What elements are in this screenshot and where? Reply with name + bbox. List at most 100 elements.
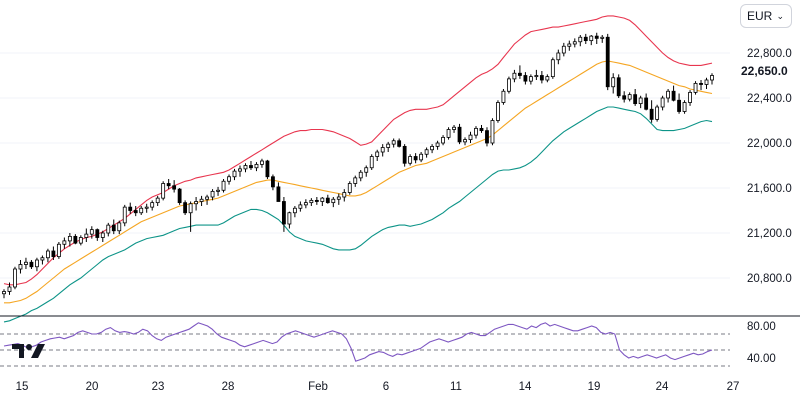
candle-body — [550, 59, 555, 78]
bollinger-bands — [3, 15, 713, 323]
candle-body — [155, 197, 160, 204]
candle-body — [452, 126, 456, 130]
candle — [666, 89, 671, 103]
candle-body — [249, 165, 253, 169]
candle — [216, 186, 220, 196]
candle — [67, 233, 72, 247]
candle — [474, 126, 478, 139]
time-tick-label: 28 — [222, 381, 235, 393]
candle-body — [177, 188, 182, 204]
candle — [172, 180, 177, 193]
candle-body — [199, 198, 204, 202]
candle — [446, 127, 451, 140]
currency-selector[interactable]: EUR ⌄ — [740, 4, 792, 28]
candle — [369, 154, 374, 170]
candle-body — [501, 90, 506, 103]
candle-body — [413, 156, 418, 161]
candle — [358, 170, 363, 182]
candle-body — [243, 165, 248, 170]
time-tick-label: 27 — [727, 381, 740, 393]
candle — [238, 165, 242, 177]
candle-body — [216, 189, 220, 192]
candle-body — [194, 201, 199, 205]
candle — [545, 74, 550, 83]
candle-body — [73, 235, 78, 244]
candle — [391, 138, 396, 148]
candle-body — [386, 143, 391, 148]
candle-body — [84, 233, 89, 238]
candle — [682, 100, 687, 114]
candle — [265, 159, 270, 179]
rsi-axis: 80.00 40.00 — [747, 321, 776, 365]
last-price-label: 22,650.0 — [741, 62, 795, 80]
candle-body — [419, 153, 424, 161]
candle — [331, 197, 336, 208]
price-tick-label: 22,800.0 — [747, 48, 792, 60]
candle — [40, 255, 45, 265]
tradingview-logo-icon[interactable] — [10, 342, 46, 360]
candle-body — [638, 97, 643, 105]
bollinger-middle-line — [4, 60, 713, 304]
candle — [29, 260, 34, 269]
candle-body — [139, 207, 144, 214]
price-tick-label: 20,800.0 — [747, 273, 792, 285]
candle-body — [24, 261, 28, 265]
candle-body — [238, 168, 242, 172]
candle — [364, 165, 369, 177]
candle-body — [188, 203, 193, 214]
candle-body — [693, 82, 698, 93]
candle — [452, 125, 456, 133]
currency-label: EUR — [747, 9, 773, 23]
candle — [260, 158, 264, 168]
candle — [89, 226, 94, 239]
candle — [249, 161, 253, 170]
candle-body — [545, 76, 550, 81]
candle — [688, 90, 692, 106]
candle — [402, 144, 407, 167]
candle-body — [287, 212, 292, 225]
candle-body — [314, 199, 319, 202]
candle-body — [78, 237, 83, 244]
candle — [139, 206, 144, 215]
candle-body — [463, 139, 467, 143]
candle — [633, 89, 638, 106]
candle-body — [150, 202, 155, 208]
candle-body — [62, 240, 67, 245]
candle — [550, 57, 555, 79]
candle-body — [265, 160, 270, 178]
candle — [435, 140, 440, 150]
candle-body — [518, 72, 522, 76]
time-axis: 15 20 23 28 Feb 6 11 14 19 24 27 — [16, 381, 740, 393]
candle-body — [677, 99, 681, 112]
candle — [512, 69, 517, 83]
candle-body — [567, 43, 572, 47]
candle — [567, 40, 572, 51]
candle-body — [144, 206, 149, 209]
candle-body — [583, 36, 588, 42]
candle-body — [303, 202, 308, 206]
candle — [627, 92, 632, 102]
candle-body — [572, 41, 577, 45]
candle-body — [622, 95, 627, 100]
candle — [227, 174, 231, 185]
candle-body — [446, 129, 451, 138]
candle — [2, 289, 6, 299]
candle — [534, 69, 539, 80]
candle-body — [111, 224, 116, 232]
candle-body — [671, 90, 676, 101]
candle — [408, 154, 413, 166]
candle-body — [430, 145, 434, 151]
candle-body — [688, 91, 692, 103]
time-tick-label: 20 — [86, 381, 99, 393]
candle — [578, 35, 583, 47]
candle-body — [2, 291, 6, 295]
candle-body — [704, 79, 709, 85]
candle — [13, 266, 17, 290]
candle — [644, 93, 649, 111]
candle — [188, 201, 193, 232]
candle-body — [29, 261, 34, 268]
candle — [424, 147, 429, 158]
candle-body — [166, 183, 171, 187]
candle — [232, 168, 237, 181]
